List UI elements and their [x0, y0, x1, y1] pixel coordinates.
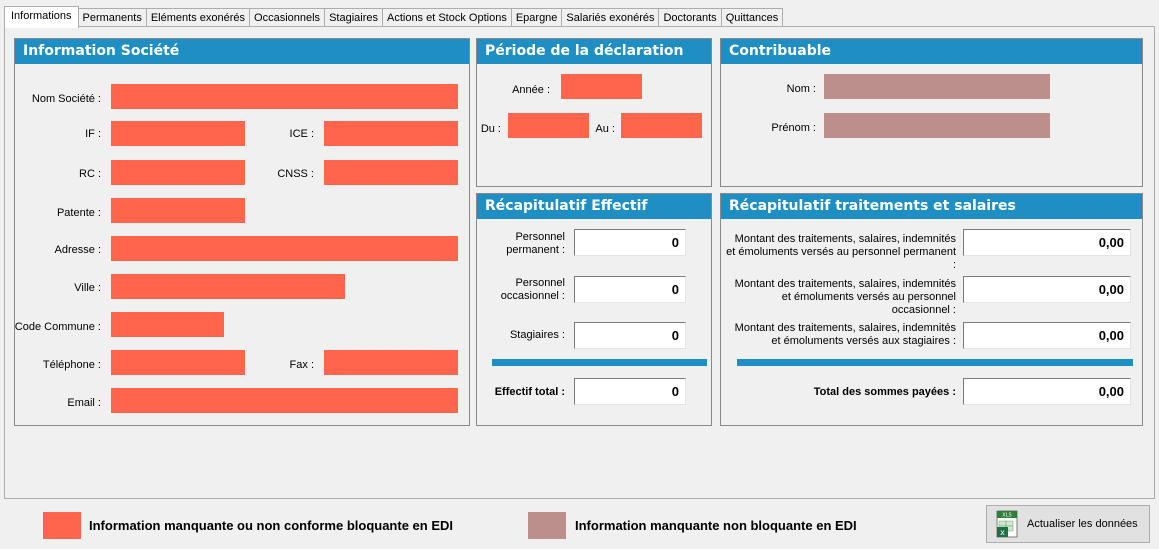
- ice-input[interactable]: [324, 121, 458, 146]
- tab-doctorants[interactable]: Doctorants: [658, 8, 722, 28]
- patente-label: Patente :: [56, 207, 101, 219]
- ville-input[interactable]: [111, 274, 345, 299]
- annee-input[interactable]: [561, 74, 642, 99]
- effectif-group: Récapitulatif Effectif Personnel permane…: [476, 193, 712, 426]
- xls-icon-text: XLS: [1002, 513, 1011, 519]
- rc-label: RC :: [79, 168, 101, 180]
- code-commune-input[interactable]: [111, 312, 224, 337]
- salaires-occasionnel-value[interactable]: 0,00: [963, 276, 1131, 303]
- adresse-label: Adresse :: [54, 244, 101, 256]
- legend-blocking-swatch: [43, 512, 81, 539]
- nom-societe-input[interactable]: [111, 84, 458, 109]
- effectif-occasionnel-value[interactable]: 0: [574, 276, 686, 303]
- tab-salaries-exoneres[interactable]: Salariés exonérés: [561, 8, 660, 28]
- contribuable-group: Contribuable Nom : Prénom :: [720, 38, 1143, 187]
- effectif-total-value: 0: [574, 378, 686, 405]
- effectif-occasionnel-label: Personnel occasionnel :: [500, 277, 565, 302]
- contribuable-prenom-input[interactable]: [824, 113, 1050, 138]
- cnss-input[interactable]: [324, 160, 458, 185]
- tab-actions-stock-options[interactable]: Actions et Stock Options: [381, 8, 512, 28]
- nom-societe-label: Nom Société :: [31, 93, 101, 105]
- tab-occasionnels[interactable]: Occasionnels: [249, 8, 326, 28]
- adresse-input[interactable]: [111, 236, 458, 261]
- tab-elements-exoneres[interactable]: Eléments exonérés: [145, 8, 251, 28]
- if-input[interactable]: [111, 121, 245, 146]
- legend-blocking-text: Information manquante ou non conforme bl…: [89, 518, 453, 533]
- tab-stagiaires[interactable]: Stagiaires: [324, 8, 383, 28]
- salaires-title: Récapitulatif traitements et salaires: [721, 194, 1142, 219]
- au-label: Au :: [595, 123, 615, 135]
- code-commune-label: Code Commune :: [14, 321, 101, 333]
- refresh-data-label: Actualiser les données: [1027, 518, 1138, 530]
- salaires-total-value: 0,00: [963, 378, 1131, 405]
- salaires-separator: [737, 359, 1133, 366]
- rc-input[interactable]: [111, 160, 245, 185]
- tab-epargne[interactable]: Epargne: [510, 8, 563, 28]
- contribuable-title: Contribuable: [721, 39, 1142, 64]
- salaires-permanent-label: Montant des traitements, salaires, indem…: [726, 233, 956, 271]
- fax-label: Fax :: [289, 359, 314, 371]
- du-input[interactable]: [508, 113, 589, 138]
- ice-label: ICE :: [289, 128, 314, 140]
- legend-non-blocking-swatch: [528, 512, 566, 539]
- effectif-stagiaires-value[interactable]: 0: [574, 322, 686, 349]
- salaires-group: Récapitulatif traitements et salaires Mo…: [720, 193, 1143, 426]
- cnss-label: CNSS :: [277, 168, 314, 180]
- tab-bar: Informations Permanents Eléments exonéré…: [4, 6, 784, 28]
- ville-label: Ville :: [74, 282, 101, 294]
- periode-group: Période de la déclaration Année : Du : A…: [476, 38, 712, 187]
- salaires-occasionnel-label: Montant des traitements, salaires, indem…: [734, 278, 956, 316]
- tab-page-informations: Information Société Nom Société : IF : I…: [4, 26, 1155, 499]
- if-label: IF :: [85, 128, 101, 140]
- effectif-total-label: Effectif total :: [494, 386, 565, 398]
- salaires-stagiaires-value[interactable]: 0,00: [963, 322, 1131, 349]
- contribuable-nom-input[interactable]: [824, 74, 1050, 99]
- salaires-permanent-value[interactable]: 0,00: [963, 229, 1131, 256]
- annee-label: Année :: [512, 84, 550, 96]
- societe-title: Information Société: [15, 39, 469, 64]
- svg-text:x: x: [1000, 528, 1005, 537]
- contribuable-nom-label: Nom :: [786, 83, 816, 95]
- telephone-input[interactable]: [111, 350, 245, 375]
- xls-icon: x XLS: [995, 510, 1019, 538]
- effectif-permanent-value[interactable]: 0: [574, 229, 686, 256]
- effectif-stagiaires-label: Stagiaires :: [509, 329, 565, 341]
- effectif-separator: [492, 359, 707, 366]
- refresh-data-button[interactable]: x XLS Actualiser les données: [986, 505, 1150, 543]
- email-label: Email :: [67, 397, 101, 409]
- fax-input[interactable]: [324, 350, 458, 375]
- tab-quittances[interactable]: Quittances: [720, 8, 784, 28]
- tab-permanents[interactable]: Permanents: [77, 8, 147, 28]
- periode-title: Période de la déclaration: [477, 39, 711, 64]
- du-label: Du :: [480, 123, 501, 135]
- tab-informations[interactable]: Informations: [4, 6, 79, 28]
- patente-input[interactable]: [111, 198, 245, 223]
- effectif-permanent-label: Personnel permanent :: [506, 231, 565, 256]
- telephone-label: Téléphone :: [42, 359, 101, 371]
- contribuable-prenom-label: Prénom :: [771, 122, 816, 134]
- au-input[interactable]: [621, 113, 702, 138]
- email-input[interactable]: [111, 388, 458, 413]
- salaires-total-label: Total des sommes payées :: [813, 386, 956, 398]
- salaires-stagiaires-label: Montant des traitements, salaires, indem…: [734, 322, 956, 347]
- societe-group: Information Société Nom Société : IF : I…: [14, 38, 470, 426]
- legend-non-blocking-text: Information manquante non bloquante en E…: [575, 518, 857, 533]
- effectif-title: Récapitulatif Effectif: [477, 194, 711, 219]
